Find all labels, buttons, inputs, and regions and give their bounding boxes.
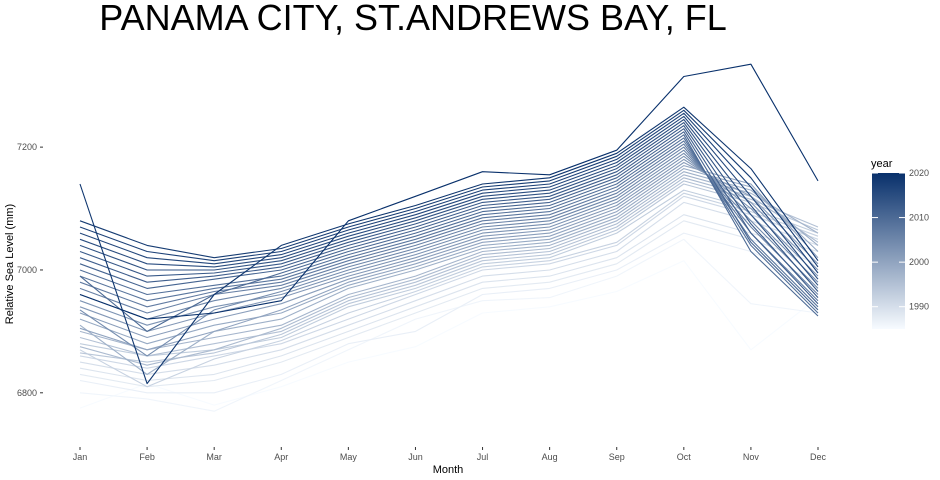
series-line-2005 — [79, 149, 819, 320]
y-tick-label: 7000 — [17, 265, 37, 275]
series-line-2006 — [79, 146, 819, 314]
x-tick-label: Jan — [73, 452, 88, 462]
series-line-1986 — [79, 238, 819, 412]
x-tick-label: Oct — [677, 452, 692, 462]
series-line-2010 — [79, 134, 819, 332]
x-tick-label: Nov — [743, 452, 760, 462]
x-tick-label: Dec — [810, 452, 827, 462]
series-line-2007 — [79, 143, 819, 308]
series-line-2008 — [79, 140, 819, 308]
series-line-2012 — [79, 128, 819, 305]
legend-tick-label: 2020 — [909, 168, 929, 178]
y-axis: 6800 7000 7200 — [17, 142, 43, 398]
legend-tick-label: 1990 — [909, 302, 929, 312]
series-line-2013 — [79, 125, 819, 298]
x-axis: Jan Feb Mar Apr May Jun Jul Aug Sep Oct Nov Dec — [73, 447, 827, 462]
series-lines — [79, 63, 819, 412]
series-line-1988 — [79, 220, 819, 388]
x-axis-label: Month — [433, 464, 464, 476]
series-line-2002 — [79, 158, 819, 332]
legend-tick-label: 2010 — [909, 213, 929, 223]
series-line-2014 — [79, 122, 819, 292]
legend-ticks: 1990 2000 2010 2020 — [872, 168, 929, 312]
chart-title: PANAMA CITY, ST.ANDREWS BAY, FL — [99, 0, 727, 38]
series-line-1995 — [79, 180, 819, 357]
legend-tick-label: 2000 — [909, 257, 929, 267]
x-tick-label: Jun — [408, 452, 423, 462]
series-line-1987 — [79, 232, 819, 394]
series-line-1989 — [79, 214, 819, 382]
series-line-1992 — [79, 192, 819, 388]
series-line-1999 — [79, 168, 819, 345]
series-line-1998 — [79, 171, 819, 375]
series-line-1991 — [79, 195, 819, 369]
series-line-1990 — [79, 201, 819, 375]
legend-colorbar — [872, 173, 905, 329]
x-tick-label: Jul — [477, 452, 489, 462]
series-line-1985 — [79, 260, 819, 409]
series-line-2018 — [79, 109, 819, 268]
series-line-2016 — [79, 115, 819, 280]
x-tick-label: Feb — [139, 452, 155, 462]
x-tick-label: Sep — [609, 452, 625, 462]
series-line-1993 — [79, 189, 819, 357]
y-tick-label: 6800 — [17, 388, 37, 398]
series-line-1996 — [79, 177, 819, 366]
series-line-1997 — [79, 174, 819, 351]
series-line-2020 — [79, 63, 819, 320]
x-tick-label: Apr — [274, 452, 288, 462]
series-line-2015 — [79, 118, 819, 286]
x-tick-label: Mar — [206, 452, 222, 462]
series-line-1994 — [79, 183, 819, 363]
series-line-2004 — [79, 152, 819, 357]
series-line-2017 — [79, 112, 819, 274]
series-line-2011 — [79, 131, 819, 311]
legend-title: year — [871, 158, 893, 170]
x-tick-label: May — [340, 452, 358, 462]
series-line-2001 — [79, 161, 819, 339]
series-line-2019 — [79, 106, 819, 385]
x-tick-label: Aug — [542, 452, 558, 462]
y-axis-label: Relative Sea Level (mm) — [4, 204, 16, 324]
year-legend: year 1990 2000 2010 2020 — [871, 158, 929, 329]
y-tick-label: 7200 — [17, 142, 37, 152]
series-line-2009 — [79, 137, 819, 314]
